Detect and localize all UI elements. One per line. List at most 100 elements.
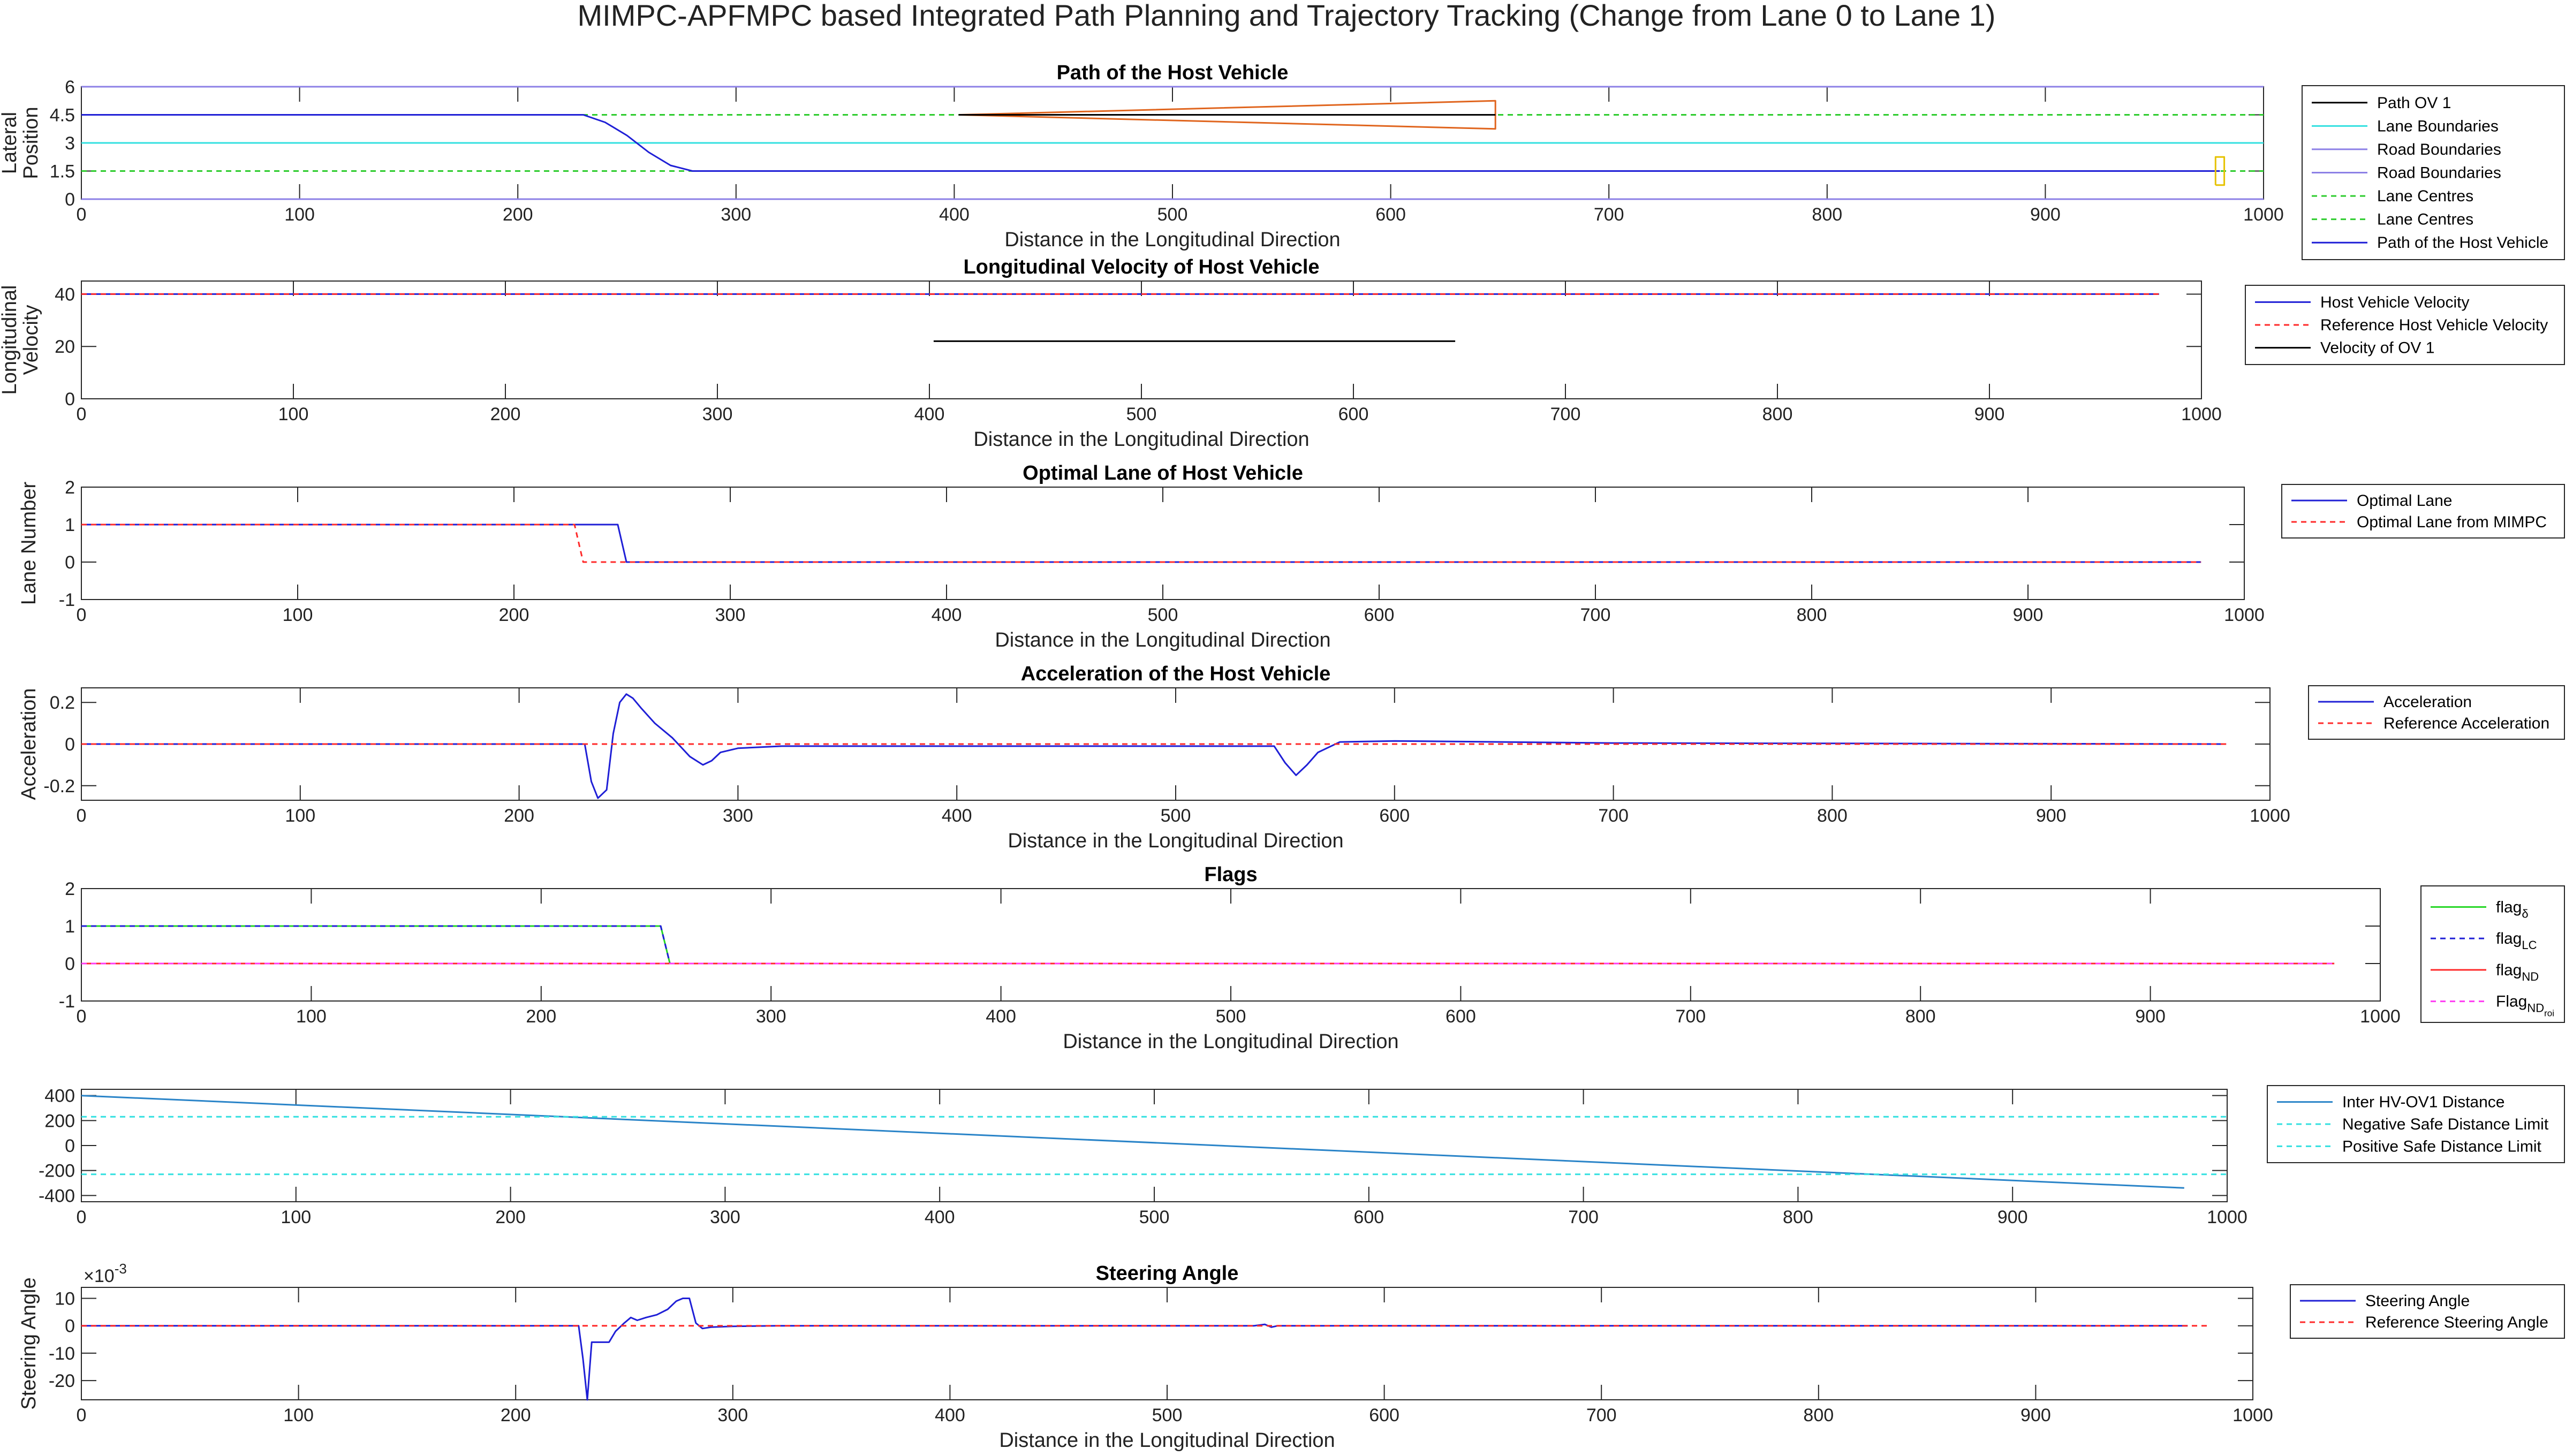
x-axis-label: Distance in the Longitudinal Direction bbox=[995, 629, 1330, 651]
x-tick-label: 700 bbox=[1586, 1405, 1617, 1425]
subplot-lane: 0 100 200 300 400 500 600 700 800 900 1000-1012Opt… bbox=[18, 462, 2565, 651]
x-tick-label: 700 bbox=[1568, 1207, 1599, 1227]
x-tick-label: 0 bbox=[77, 806, 87, 826]
y-tick-label: 0 bbox=[65, 1316, 75, 1337]
subplots: 0 100 200 300 400 500 600 700 800 900 100001.534.5… bbox=[0, 62, 2565, 1452]
y-axis-label: Steering Angle bbox=[18, 1277, 40, 1409]
x-axis-label: Distance in the Longitudinal Direction bbox=[1063, 1030, 1398, 1053]
legend-label: Road Boundaries bbox=[2377, 141, 2501, 158]
x-tick-label: 900 bbox=[2036, 806, 2067, 826]
x-tick-label: 0 bbox=[77, 404, 87, 424]
y-tick-label: 0 bbox=[65, 1136, 75, 1156]
legend-label: Positive Safe Distance Limit bbox=[2342, 1138, 2541, 1155]
series-line-reference bbox=[81, 524, 2201, 563]
x-tick-label: 600 bbox=[1369, 1405, 1399, 1425]
legend-label: Path of the Host Vehicle bbox=[2377, 234, 2548, 252]
subplot-path: 0 100 200 300 400 500 600 700 800 900 1000 0 1.5 3 4.5… bbox=[0, 62, 2565, 260]
subplot-flags: 0 100 200 300 400 500 600 700 800 900 1000-1012Fla… bbox=[59, 863, 2565, 1053]
x-tick-label: 800 bbox=[1817, 806, 1848, 826]
x-tick-label: 0 bbox=[77, 1207, 87, 1227]
x-tick-label: 200 bbox=[495, 1207, 526, 1227]
x-tick-label: 500 bbox=[1157, 204, 1188, 225]
y-tick-label: 0 bbox=[65, 389, 75, 410]
legend-label: flagLC bbox=[2496, 930, 2537, 952]
y-tick-label: -200 bbox=[39, 1161, 75, 1181]
x-axis-label: Distance in the Longitudinal Direction bbox=[973, 428, 1309, 451]
legend: Acceleration Reference Acceleration bbox=[2308, 685, 2565, 740]
y-tick-label: 0.2 bbox=[50, 693, 75, 713]
x-tick-label: 500 bbox=[1216, 1006, 1246, 1027]
y-tick-label: 0 bbox=[65, 552, 75, 573]
x-axis-label: Distance in the Longitudinal Direction bbox=[999, 1429, 1335, 1452]
y-tick-label: 2 bbox=[65, 879, 75, 899]
x-tick-label: 800 bbox=[1812, 204, 1842, 225]
legend: Optimal Lane Optimal Lane from MIMPC bbox=[2281, 484, 2565, 539]
x-tick-label: 900 bbox=[2030, 204, 2061, 225]
legend-label: Acceleration bbox=[2383, 693, 2472, 711]
axes-box bbox=[81, 1287, 2253, 1400]
x-tick-label: 500 bbox=[1126, 404, 1157, 424]
y-axis-label: Longitudinal bbox=[0, 285, 21, 395]
x-tick-label: 1000 bbox=[2207, 1207, 2247, 1227]
x-tick-label: 900 bbox=[2020, 1405, 2051, 1425]
legend-label: Host Vehicle Velocity bbox=[2320, 293, 2469, 311]
x-tick-label: 100 bbox=[296, 1006, 327, 1027]
x-tick-label: 400 bbox=[942, 806, 972, 826]
x-tick-label: 700 bbox=[1675, 1006, 1706, 1027]
subplot-steering: 0 100 200 300 400 500 600 700 800 900 1000 -20 -10 0 1… bbox=[18, 1261, 2565, 1452]
legend: Path OV 1 Lane Boundaries Road Boundaries R… bbox=[2302, 85, 2565, 260]
y-tick-label: 3 bbox=[65, 133, 75, 154]
x-tick-label: 200 bbox=[501, 1405, 531, 1425]
x-tick-label: 900 bbox=[2135, 1006, 2166, 1027]
subplot-title: Optimal Lane of Host Vehicle bbox=[1023, 462, 1303, 484]
y-tick-label: 200 bbox=[44, 1111, 75, 1131]
x-tick-label: 100 bbox=[283, 605, 313, 625]
x-tick-label: 1000 bbox=[2181, 404, 2222, 424]
axes-box bbox=[81, 888, 2381, 1002]
figure-title: MIMPC-APFMPC based Integrated Path Plann… bbox=[578, 0, 1996, 32]
x-tick-label: 1000 bbox=[2233, 1405, 2273, 1425]
legend-label: Path OV 1 bbox=[2377, 94, 2451, 112]
y-tick-label: -10 bbox=[49, 1344, 75, 1364]
y-tick-label: -1 bbox=[59, 590, 75, 610]
x-tick-label: 0 bbox=[77, 1405, 87, 1425]
y-tick-label: 400 bbox=[44, 1086, 75, 1106]
legend-label: Reference Steering Angle bbox=[2365, 1314, 2548, 1331]
x-tick-label: 500 bbox=[1139, 1207, 1170, 1227]
x-tick-label: 800 bbox=[1783, 1207, 1813, 1227]
y-tick-label: 40 bbox=[55, 284, 75, 305]
legend-label: Lane Boundaries bbox=[2377, 117, 2499, 135]
y-tick-label: 1 bbox=[65, 515, 75, 535]
x-axis-label: Distance in the Longitudinal Direction bbox=[1008, 830, 1343, 852]
x-tick-label: 500 bbox=[1161, 806, 1191, 826]
x-tick-label: 600 bbox=[1379, 806, 1410, 826]
x-tick-label: 800 bbox=[1905, 1006, 1936, 1027]
legend: Steering Angle Reference Steering Angle bbox=[2290, 1284, 2565, 1339]
legend-label: Lane Centres bbox=[2377, 187, 2473, 205]
x-tick-label: 400 bbox=[932, 605, 962, 625]
x-tick-label: 200 bbox=[503, 204, 533, 225]
x-tick-label: 300 bbox=[723, 806, 753, 826]
x-tick-label: 400 bbox=[925, 1207, 955, 1227]
legend-label: Optimal Lane from MIMPC bbox=[2357, 513, 2547, 531]
axes-box bbox=[81, 1089, 2228, 1202]
legend-box bbox=[2420, 885, 2565, 1023]
y-tick-label: 0 bbox=[65, 954, 75, 974]
x-tick-label: 600 bbox=[1375, 204, 1406, 225]
y-axis-label: Position bbox=[20, 107, 42, 179]
axes-box bbox=[81, 487, 2245, 600]
subplot-title: Path of the Host Vehicle bbox=[1057, 62, 1289, 84]
x-tick-label: 1000 bbox=[2360, 1006, 2401, 1027]
x-tick-label: 500 bbox=[1152, 1405, 1183, 1425]
y-axis-label: Velocity bbox=[20, 305, 42, 375]
series-line-host-box bbox=[2214, 156, 2226, 186]
x-tick-label: 200 bbox=[499, 605, 529, 625]
x-tick-label: 900 bbox=[2013, 605, 2044, 625]
x-tick-label: 900 bbox=[1997, 1207, 2028, 1227]
series-line-host-path bbox=[81, 114, 2220, 172]
x-tick-label: 900 bbox=[1974, 404, 2005, 424]
x-tick-label: 0 bbox=[77, 605, 87, 625]
x-tick-label: 700 bbox=[1580, 605, 1611, 625]
legend-label: Steering Angle bbox=[2365, 1292, 2470, 1310]
x-tick-label: 400 bbox=[939, 204, 970, 225]
